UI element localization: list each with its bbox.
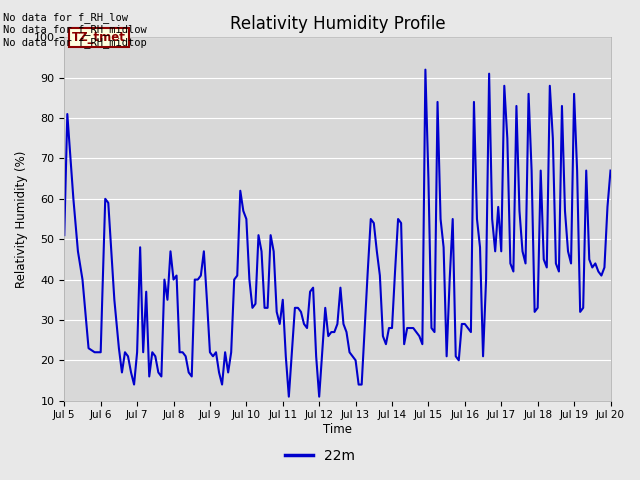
- Legend: 22m: 22m: [280, 443, 360, 468]
- Y-axis label: Relativity Humidity (%): Relativity Humidity (%): [15, 150, 28, 288]
- Text: TZ_tmet: TZ_tmet: [72, 31, 125, 44]
- X-axis label: Time: Time: [323, 423, 352, 436]
- Title: Relativity Humidity Profile: Relativity Humidity Profile: [230, 15, 445, 33]
- Text: No data for f_RH_low
No data for f_RH_midlow
No data for f_RH_midtop: No data for f_RH_low No data for f_RH_mi…: [3, 12, 147, 48]
